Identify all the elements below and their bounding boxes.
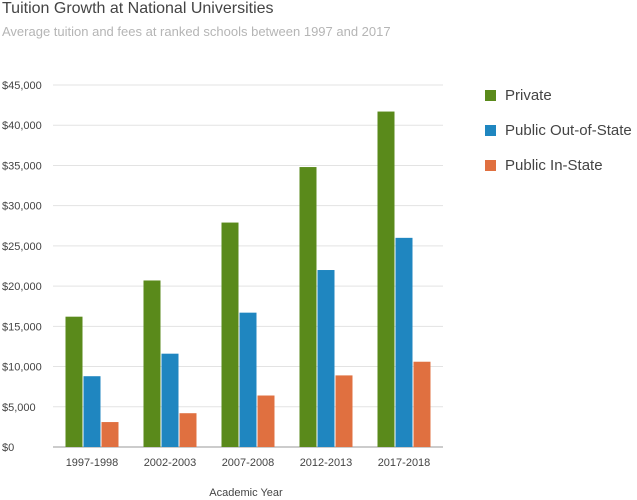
bar-private-2007-2008 [221, 222, 239, 447]
x-tick-label: 1997-1998 [66, 457, 119, 469]
bar-public-out-of-state-2002-2003 [161, 353, 179, 447]
x-tick-label: 2012-2013 [300, 457, 353, 469]
legend-swatch [485, 89, 496, 101]
chart-title: Tuition Growth at National Universities [2, 0, 274, 17]
bar-private-2017-2018 [377, 111, 395, 448]
bar-public-out-of-state-1997-1998 [83, 376, 101, 447]
legend-label: Public Out-of-State [505, 121, 632, 139]
bar-public-out-of-state-2017-2018 [395, 237, 413, 447]
y-tick-label: $35,000 [2, 160, 42, 172]
y-tick-label: $45,000 [2, 80, 42, 92]
y-tick-label: $30,000 [2, 201, 42, 213]
legend-swatch [485, 124, 496, 136]
y-tick-label: $10,000 [2, 362, 42, 374]
x-tick-label: 2002-2003 [144, 457, 197, 469]
y-tick-label: $15,000 [2, 321, 42, 333]
bar-private-2012-2013 [299, 167, 317, 447]
legend: Private Public Out-of-State Public In-St… [485, 84, 632, 189]
bars [65, 111, 431, 448]
x-axis-label: Academic Year [209, 487, 283, 499]
y-tick-label: $5,000 [2, 402, 36, 414]
y-tick-label: $20,000 [2, 281, 42, 293]
y-axis-ticks: $0 $5,000 $10,000 $15,000 $20,000 $25,000 $30,… [2, 80, 42, 454]
bar-private-1997-1998 [65, 316, 83, 447]
bar-public-in-state-2002-2003 [179, 413, 197, 447]
bar-public-out-of-state-2007-2008 [239, 312, 257, 447]
legend-swatch [485, 159, 496, 171]
bar-private-2002-2003 [143, 280, 161, 447]
y-tick-label: $0 [2, 442, 14, 454]
x-tick-label: 2007-2008 [222, 457, 275, 469]
bar-public-in-state-1997-1998 [101, 422, 119, 447]
legend-label: Public In-State [505, 156, 603, 174]
x-tick-label: 2017-2018 [378, 457, 431, 469]
y-tick-label: $25,000 [2, 241, 42, 253]
bar-public-in-state-2007-2008 [257, 395, 275, 447]
bar-public-in-state-2017-2018 [413, 361, 431, 447]
legend-item-private: Private [485, 84, 632, 106]
chart-subtitle: Average tuition and fees at ranked schoo… [2, 24, 391, 39]
legend-item-public-out-of-state: Public Out-of-State [485, 119, 632, 141]
y-tick-label: $40,000 [2, 120, 42, 132]
legend-item-public-in-state: Public In-State [485, 154, 632, 176]
legend-label: Private [505, 86, 552, 104]
bar-public-out-of-state-2012-2013 [317, 270, 335, 447]
bar-public-in-state-2012-2013 [335, 375, 353, 447]
x-axis-ticks: 1997-1998 2002-2003 2007-2008 2012-2013 2017… [66, 457, 431, 469]
